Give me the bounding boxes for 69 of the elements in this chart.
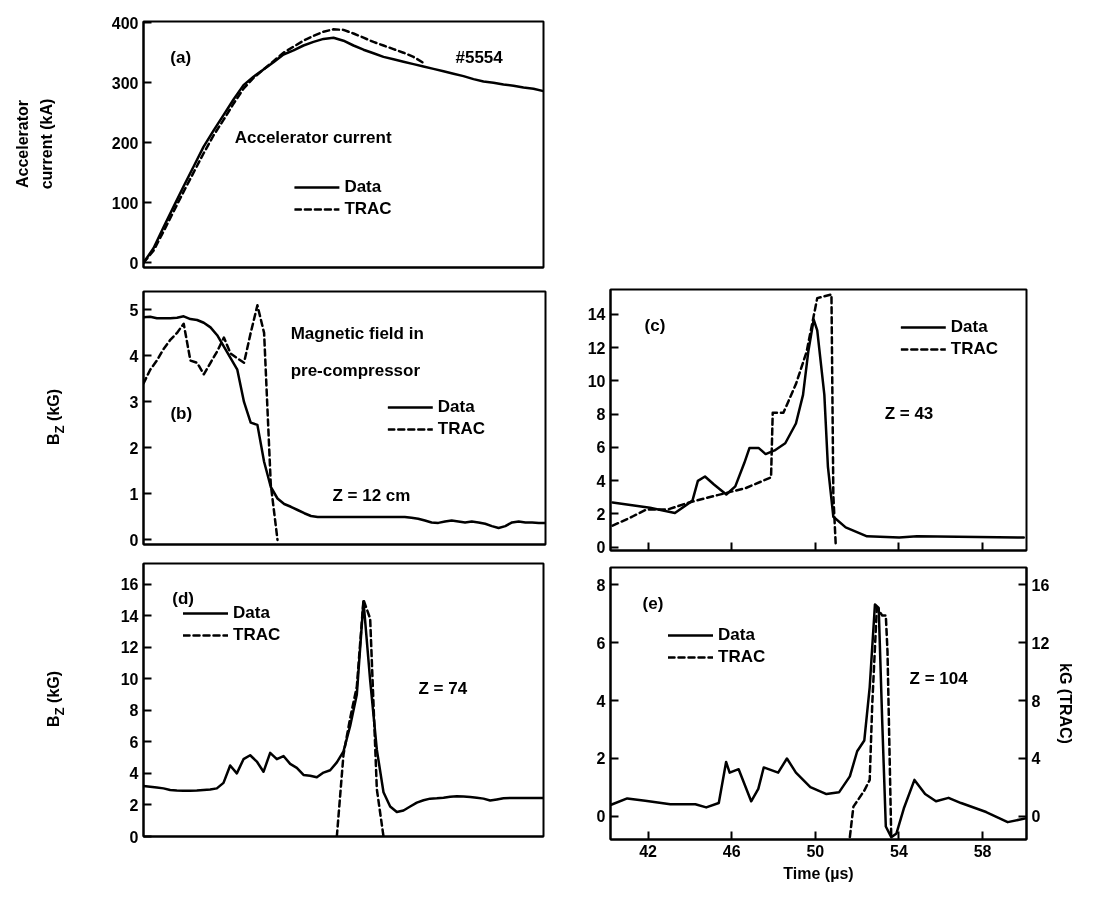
y-tick-label: 300 — [111, 74, 139, 92]
y-tick-label: 400 — [111, 14, 139, 32]
legend-label: Data — [950, 317, 988, 337]
y-tick-label: 1 — [129, 485, 139, 503]
annotation: (b) — [170, 403, 193, 423]
y-tick-label: 3 — [129, 393, 139, 411]
legend-label: Data — [233, 603, 270, 623]
legend-label: TRAC — [950, 339, 998, 359]
y-tick-label: 0 — [596, 539, 606, 557]
y-tick-label: 5 — [129, 301, 139, 319]
x-tick-label: 50 — [806, 842, 825, 860]
annotation: (c) — [644, 316, 666, 336]
legend-label: TRAC — [718, 647, 766, 667]
y2-tick-label: 0 — [1031, 808, 1041, 826]
y-tick-label: 2 — [596, 505, 606, 523]
y-tick-label: 10 — [587, 372, 606, 390]
y-tick-label: 16 — [120, 576, 139, 594]
y-tick-label: 6 — [129, 733, 139, 751]
y-tick-label: 6 — [596, 439, 606, 457]
legend-label: TRAC — [233, 625, 281, 645]
y-tick-label: 12 — [120, 639, 139, 657]
y-tick-label: 14 — [120, 607, 139, 625]
y-tick-label: 0 — [596, 808, 606, 826]
x-tick-label: 42 — [639, 842, 658, 860]
legend-label: Data — [718, 625, 755, 645]
legend-label: Data — [437, 396, 475, 417]
annotation: pre-compressor — [290, 360, 421, 380]
y2-tick-label: 8 — [1031, 692, 1041, 710]
y-tick-label: 12 — [587, 339, 606, 357]
annotation: (e) — [642, 593, 664, 613]
x-tick-label: 58 — [973, 842, 992, 860]
y2-axis-title: kG (TRAC) — [1057, 663, 1075, 744]
y-tick-label: 100 — [111, 194, 139, 212]
x-tick-label: 46 — [722, 842, 741, 860]
annotation: #5554 — [455, 47, 504, 67]
y-tick-label: 14 — [587, 306, 606, 324]
legend-label: TRAC — [437, 418, 485, 439]
y-tick-label: 0 — [129, 254, 139, 272]
annotation: (d) — [172, 588, 195, 608]
y-tick-label: 8 — [129, 702, 139, 720]
annotation: (a) — [170, 47, 192, 67]
y-tick-label: 10 — [120, 670, 139, 688]
y-tick-label: 8 — [596, 406, 606, 424]
y-tick-label: 4 — [596, 472, 606, 490]
y-tick-label: 0 — [129, 531, 139, 549]
y-tick-label: 0 — [129, 828, 139, 846]
y-axis-title: Accelerator current (kA) — [13, 98, 56, 190]
y2-tick-label: 4 — [1031, 750, 1041, 768]
y-tick-label: 2 — [596, 750, 606, 768]
y2-tick-label: 12 — [1031, 634, 1050, 652]
y-tick-label: 2 — [129, 796, 139, 814]
annotation: Magnetic field in — [290, 324, 424, 343]
legend-label: Data — [344, 177, 382, 197]
y-tick-label: 4 — [129, 347, 139, 365]
y-tick-label: 200 — [111, 134, 139, 152]
y-tick-label: 6 — [596, 634, 606, 652]
legend-label: TRAC — [344, 199, 392, 219]
annotation: Z = 12 cm — [332, 485, 411, 505]
annotation: Accelerator current — [234, 128, 392, 148]
y2-tick-label: 16 — [1031, 576, 1050, 594]
x-tick-label: 54 — [890, 842, 908, 860]
x-axis-title: Time (µs) — [783, 864, 854, 882]
annotation: Z = 43 — [884, 403, 934, 423]
y-tick-label: 4 — [129, 765, 139, 783]
annotation: Z = 74 — [418, 679, 468, 699]
annotation: Z = 104 — [909, 668, 969, 688]
y-tick-label: 4 — [596, 692, 606, 710]
y-tick-label: 8 — [596, 576, 606, 594]
y-tick-label: 2 — [129, 439, 139, 457]
